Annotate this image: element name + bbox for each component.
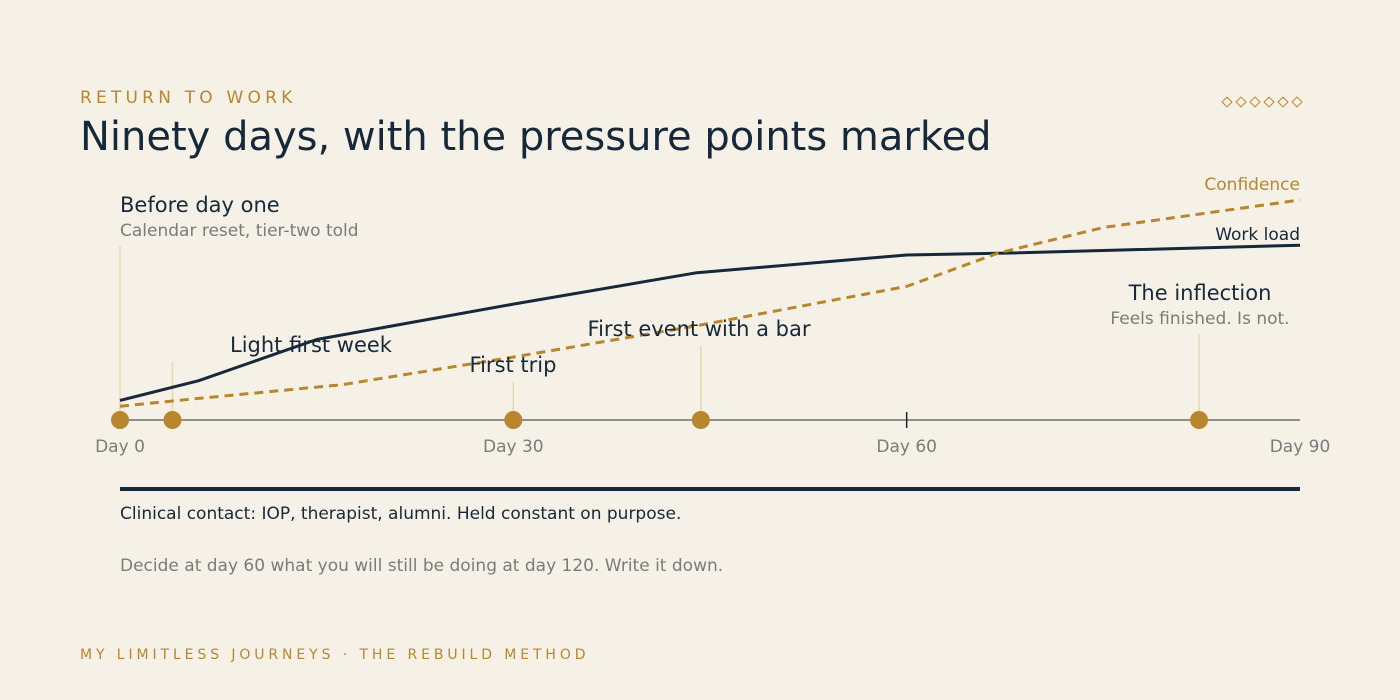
x-tick-label: Day 30 [483, 437, 544, 457]
constant-note: Clinical contact: IOP, therapist, alumni… [120, 504, 682, 524]
milestone-dot [1190, 411, 1209, 429]
milestone-sublabel: Feels finished. Is not. [1110, 309, 1289, 329]
milestone-dot [504, 411, 523, 429]
page-title: Ninety days, with the pressure points ma… [80, 114, 992, 160]
milestone-label: Before day one [120, 193, 280, 217]
timeline-chart: Confidence Work load Day 0 Day 30 Day 60 Day … [95, 175, 1331, 457]
x-tick-label: Day 0 [95, 437, 145, 457]
eyebrow-label: RETURN TO WORK [80, 88, 297, 108]
milestone-label: First event with a bar [588, 317, 811, 341]
legend-label-confidence: Confidence [1204, 175, 1300, 195]
series-line-confidence [119, 198, 1301, 408]
milestone-dot [163, 411, 182, 429]
milestone-dot [111, 411, 129, 429]
milestone-label: The inflection [1128, 281, 1272, 305]
legend-label-work-load: Work load [1215, 225, 1300, 245]
x-tick-label: Day 60 [876, 437, 937, 457]
brand-footer: MY LIMITLESS JOURNEYS · THE REBUILD METH… [80, 647, 590, 663]
milestone-label: Light first week [230, 333, 393, 357]
advice-text: Decide at day 60 what you will still be … [120, 556, 724, 576]
divider-rule [120, 487, 1300, 491]
milestone-label: First trip [470, 353, 557, 377]
milestone-dot [691, 411, 710, 429]
x-tick-label: Day 90 [1270, 437, 1331, 457]
milestone-sublabel: Calendar reset, tier-two told [120, 221, 359, 241]
